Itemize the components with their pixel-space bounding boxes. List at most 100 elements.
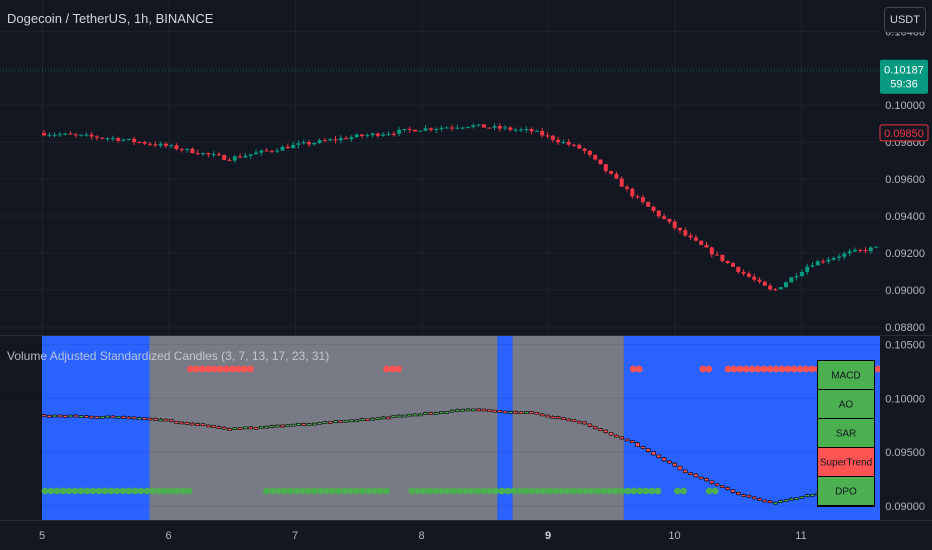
indicator-candle xyxy=(502,410,508,414)
indicator-candle xyxy=(142,417,147,421)
price-candle-body xyxy=(338,138,343,141)
price-candle xyxy=(381,132,386,137)
price-candle-body xyxy=(322,140,327,142)
currency-button[interactable]: USDT xyxy=(884,7,926,33)
price-tick-label: 0.08800 xyxy=(885,322,925,334)
indicator-candle xyxy=(206,424,211,428)
indicator-candle-body xyxy=(327,421,333,424)
price-axis: 0.104000.102000.100000.098000.096000.094… xyxy=(0,26,932,336)
bull-signal-dot xyxy=(89,487,97,495)
countdown-label: 59:36 xyxy=(890,79,918,91)
indicator-candle xyxy=(211,425,216,428)
indicator-candle-body xyxy=(200,423,206,427)
bull-signal-dot xyxy=(498,487,506,495)
price-candle xyxy=(524,126,529,133)
price-candle xyxy=(126,138,131,141)
bull-signal-dot xyxy=(450,487,458,495)
indicator-candle xyxy=(476,408,481,412)
indicator-candle xyxy=(94,416,100,419)
indicator-candle xyxy=(412,413,418,417)
indicator-candle-body xyxy=(131,416,137,420)
bear-signal-dot xyxy=(736,365,744,373)
indicator-candle xyxy=(163,418,169,422)
indicator-candle xyxy=(121,415,126,419)
price-candle xyxy=(195,149,200,155)
price-candle-body xyxy=(360,134,364,137)
price-candle-body xyxy=(216,154,221,156)
indicator-candle-body xyxy=(354,419,360,423)
bull-signal-dot xyxy=(382,487,390,495)
price-candle-body xyxy=(185,148,190,150)
time-tick-label: 8 xyxy=(418,530,424,542)
bear-signal-dot xyxy=(874,365,882,373)
price-candle-body xyxy=(100,137,105,139)
bear-signal-dot xyxy=(635,365,643,373)
signal-label: SuperTrend xyxy=(820,458,872,469)
price-candle-body xyxy=(195,153,200,155)
indicator-candle xyxy=(52,414,57,418)
price-candle xyxy=(693,234,698,242)
indicator-candle xyxy=(57,414,63,418)
bull-signal-dot xyxy=(59,487,67,495)
price-candle xyxy=(561,139,566,144)
price-candle-body xyxy=(211,154,216,156)
bear-signal-dot xyxy=(223,365,230,373)
price-candle-body xyxy=(370,133,375,136)
indicator-candle xyxy=(629,440,635,443)
bull-signal-dot xyxy=(564,487,572,495)
indicator-candle-body xyxy=(370,417,375,421)
indicator-candle-body xyxy=(672,462,678,467)
price-candle-body xyxy=(89,134,94,137)
price-candle xyxy=(148,141,152,147)
bear-signal-dot xyxy=(217,365,224,373)
bull-signal-dot xyxy=(173,487,181,495)
indicator-candle-body xyxy=(523,411,529,414)
price-candle-body xyxy=(587,150,592,155)
bear-signal-dot xyxy=(760,365,768,373)
indicator-candle-body xyxy=(640,446,646,449)
bull-signal-dot xyxy=(552,487,560,495)
indicator-candle xyxy=(460,408,466,412)
bull-signal-dot xyxy=(137,487,145,495)
price-candle-body xyxy=(598,159,603,165)
price-candle xyxy=(789,276,794,283)
indicator-chart[interactable]: 0.10500 0.10000 0.09500 0.09000 5 6 7 8 9 10 11 M… xyxy=(0,336,932,550)
indicator-candle-body xyxy=(608,432,614,436)
price-chart[interactable]: 0.104000.102000.100000.098000.096000.094… xyxy=(0,0,932,336)
price-candle-body xyxy=(667,218,672,222)
price-candle-body xyxy=(397,129,402,134)
price-candle xyxy=(746,271,751,279)
indicator-candle-body xyxy=(126,416,132,420)
price-candle xyxy=(285,143,290,149)
bull-signal-dot xyxy=(149,487,157,495)
price-candle-body xyxy=(269,150,274,152)
price-candle-body xyxy=(826,259,831,262)
price-candle-body xyxy=(375,133,380,136)
price-candle-body xyxy=(116,138,121,141)
bear-signal-dot xyxy=(772,365,780,373)
indicator-candle xyxy=(550,415,556,419)
price-candle-body xyxy=(852,249,857,252)
price-candle xyxy=(57,132,62,137)
price-candle-body xyxy=(391,133,396,135)
price-candle-body xyxy=(746,273,751,277)
price-candle-body xyxy=(328,139,333,141)
bull-signal-dot xyxy=(630,487,638,495)
price-candle xyxy=(704,241,709,248)
indicator-candle-body xyxy=(645,448,651,452)
bear-signal-dot xyxy=(395,365,402,373)
indicator-candle xyxy=(741,493,746,497)
price-candle xyxy=(280,145,285,151)
indicator-candle xyxy=(253,426,259,430)
price-candle-body xyxy=(57,134,62,136)
price-candle-body xyxy=(126,138,131,140)
price-candle xyxy=(556,136,561,145)
price-candle-body xyxy=(163,143,168,146)
indicator-candle xyxy=(301,422,307,426)
bull-signal-dot xyxy=(65,487,73,495)
price-candle-body xyxy=(444,127,449,129)
price-candle-body xyxy=(179,149,184,151)
price-candle xyxy=(269,150,274,153)
price-candle-body xyxy=(556,139,561,143)
price-candle-body xyxy=(614,173,619,179)
